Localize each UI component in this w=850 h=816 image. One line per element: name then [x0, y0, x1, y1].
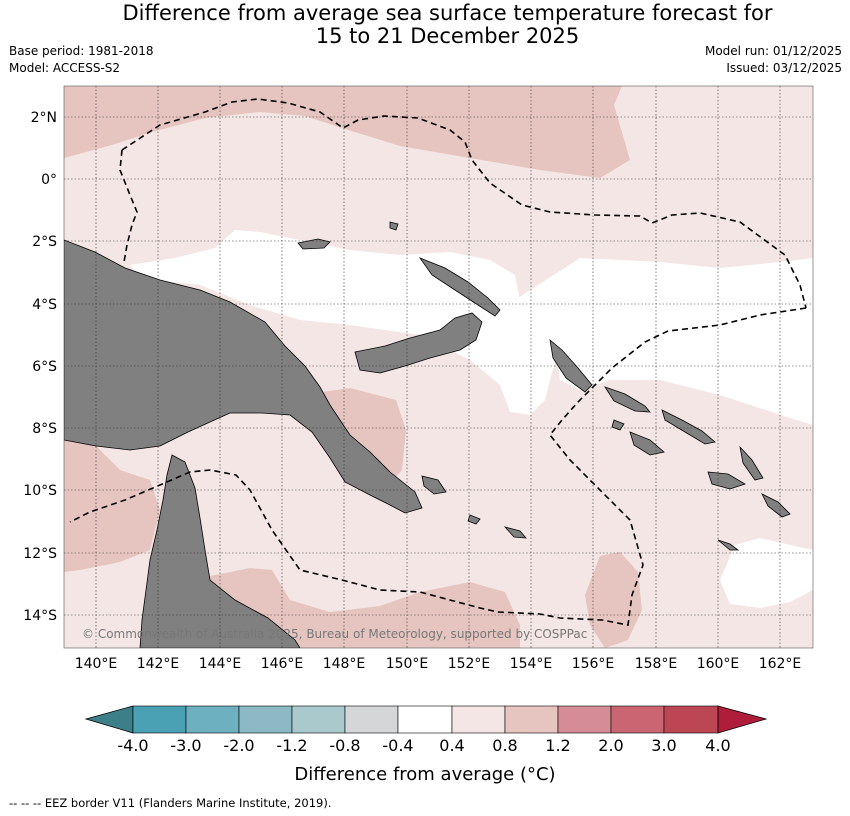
- base-period: Base period: 1981-2018: [9, 44, 154, 58]
- bougainville-land: [549, 339, 593, 393]
- eez-border: [69, 98, 807, 626]
- lon-label: 152°E: [448, 656, 491, 672]
- graticule: [64, 86, 813, 648]
- colorbar-segment: [132, 705, 187, 734]
- colorbar-tick-label: -3.0: [170, 736, 201, 755]
- colorbar-segment: [344, 705, 399, 734]
- map-title: Difference from average sea surface temp…: [0, 2, 850, 48]
- map-frame: [63, 85, 814, 649]
- new-guinea-land: [64, 239, 423, 514]
- title-line-1: Difference from average sea surface temp…: [122, 1, 773, 25]
- small-island-north: [389, 221, 399, 231]
- colorbar-tick-label: 1.2: [545, 736, 570, 755]
- colorbar-tick-label: -1.2: [276, 736, 307, 755]
- model-name: Model: ACCESS-S2: [9, 61, 121, 75]
- lat-label: 6°S: [32, 359, 57, 375]
- lat-label: 10°S: [23, 483, 57, 499]
- colorbar-tick-label: -4.0: [117, 736, 148, 755]
- colorbar-extend-high: [717, 705, 768, 734]
- anomaly-zone-neutral-coral: [720, 538, 813, 608]
- lat-label: 8°S: [32, 421, 57, 437]
- rennell-area-island: [761, 493, 791, 518]
- lon-label: 154°E: [510, 656, 553, 672]
- colorbar-segment: [504, 705, 559, 734]
- colorbar-tick-label: 4.0: [705, 736, 730, 755]
- eez-legend: -- -- -- EEZ border V11 (Flanders Marine…: [9, 796, 332, 810]
- colorbar-segment: [238, 705, 293, 734]
- colorbar-tick-label: 3.0: [651, 736, 676, 755]
- colorbar-tick-label: -0.8: [329, 736, 360, 755]
- lat-label: 0°: [41, 172, 57, 188]
- issued-date: Issued: 03/12/2025: [726, 61, 842, 75]
- lon-label: 160°E: [697, 656, 740, 672]
- louisiade-island: [467, 514, 481, 525]
- santa-isabel-island: [661, 409, 716, 445]
- colorbar-segment: [291, 705, 346, 734]
- lat-label: 2°N: [31, 110, 57, 126]
- colorbar-segment: [557, 705, 612, 734]
- colorbar-segment: [663, 705, 719, 734]
- colorbar-segment: [185, 705, 240, 734]
- anomaly-zone-0-8-1-2-north: [64, 86, 630, 178]
- colorbar-tick-label: -2.0: [223, 736, 254, 755]
- milne-bay-island: [421, 475, 447, 495]
- rossel-island: [503, 526, 527, 539]
- colorbar-tick-label: 0.4: [439, 736, 464, 755]
- lat-label: 12°S: [23, 546, 57, 562]
- run-info: Model run: 01/12/2025 Issued: 03/12/2025: [705, 43, 842, 77]
- title-line-2: 15 to 21 December 2025: [315, 24, 580, 48]
- lon-label: 142°E: [137, 656, 180, 672]
- base-info: Base period: 1981-2018 Model: ACCESS-S2: [9, 43, 154, 77]
- temotu-island: [717, 539, 740, 551]
- colorbar: -4.0 -3.0 -2.0 -1.2 -0.8 -0.4 0.4 0.8 1.…: [84, 705, 768, 785]
- anomaly-zone-0-8-1-2-west: [64, 420, 160, 572]
- latitude-labels: 2°N 0° 2°S 4°S 6°S 8°S 10°S 12°S 14°S: [23, 110, 57, 624]
- lat-label: 14°S: [23, 608, 57, 624]
- lat-label: 4°S: [32, 297, 57, 313]
- new-ireland-land: [418, 257, 501, 317]
- colorbar-segment: [451, 705, 506, 734]
- new-britain-land: [354, 312, 483, 374]
- colorbar-title: Difference from average (°C): [294, 764, 555, 785]
- colorbar-tick-label: 0.8: [492, 736, 517, 755]
- manus-island: [297, 238, 331, 250]
- choiseul-island: [604, 386, 651, 413]
- lon-label: 158°E: [635, 656, 678, 672]
- colorbar-segment: [610, 705, 665, 734]
- new-georgia-island: [611, 419, 625, 431]
- guadalcanal-island: [629, 431, 665, 456]
- lat-label: 2°S: [32, 234, 57, 250]
- lon-label: 162°E: [759, 656, 802, 672]
- colorbar-segment: [397, 705, 453, 734]
- lon-label: 146°E: [261, 656, 304, 672]
- makira-island: [707, 471, 746, 490]
- model-run: Model run: 01/12/2025: [704, 44, 842, 58]
- lon-label: 150°E: [386, 656, 429, 672]
- colorbar-extend-low: [84, 705, 134, 734]
- lon-label: 144°E: [199, 656, 242, 672]
- lon-label: 156°E: [572, 656, 615, 672]
- malaita-island: [739, 445, 764, 481]
- lon-label: 140°E: [75, 656, 118, 672]
- map-area: © Commonwealth of Australia 2025, Bureau…: [64, 86, 813, 648]
- lon-label: 148°E: [323, 656, 366, 672]
- colorbar-tick-label: -0.4: [382, 736, 413, 755]
- copyright-notice: © Commonwealth of Australia 2025, Bureau…: [82, 627, 587, 641]
- colorbar-tick-label: 2.0: [598, 736, 623, 755]
- longitude-labels: 140°E 142°E 144°E 146°E 148°E 150°E 152°…: [75, 656, 802, 672]
